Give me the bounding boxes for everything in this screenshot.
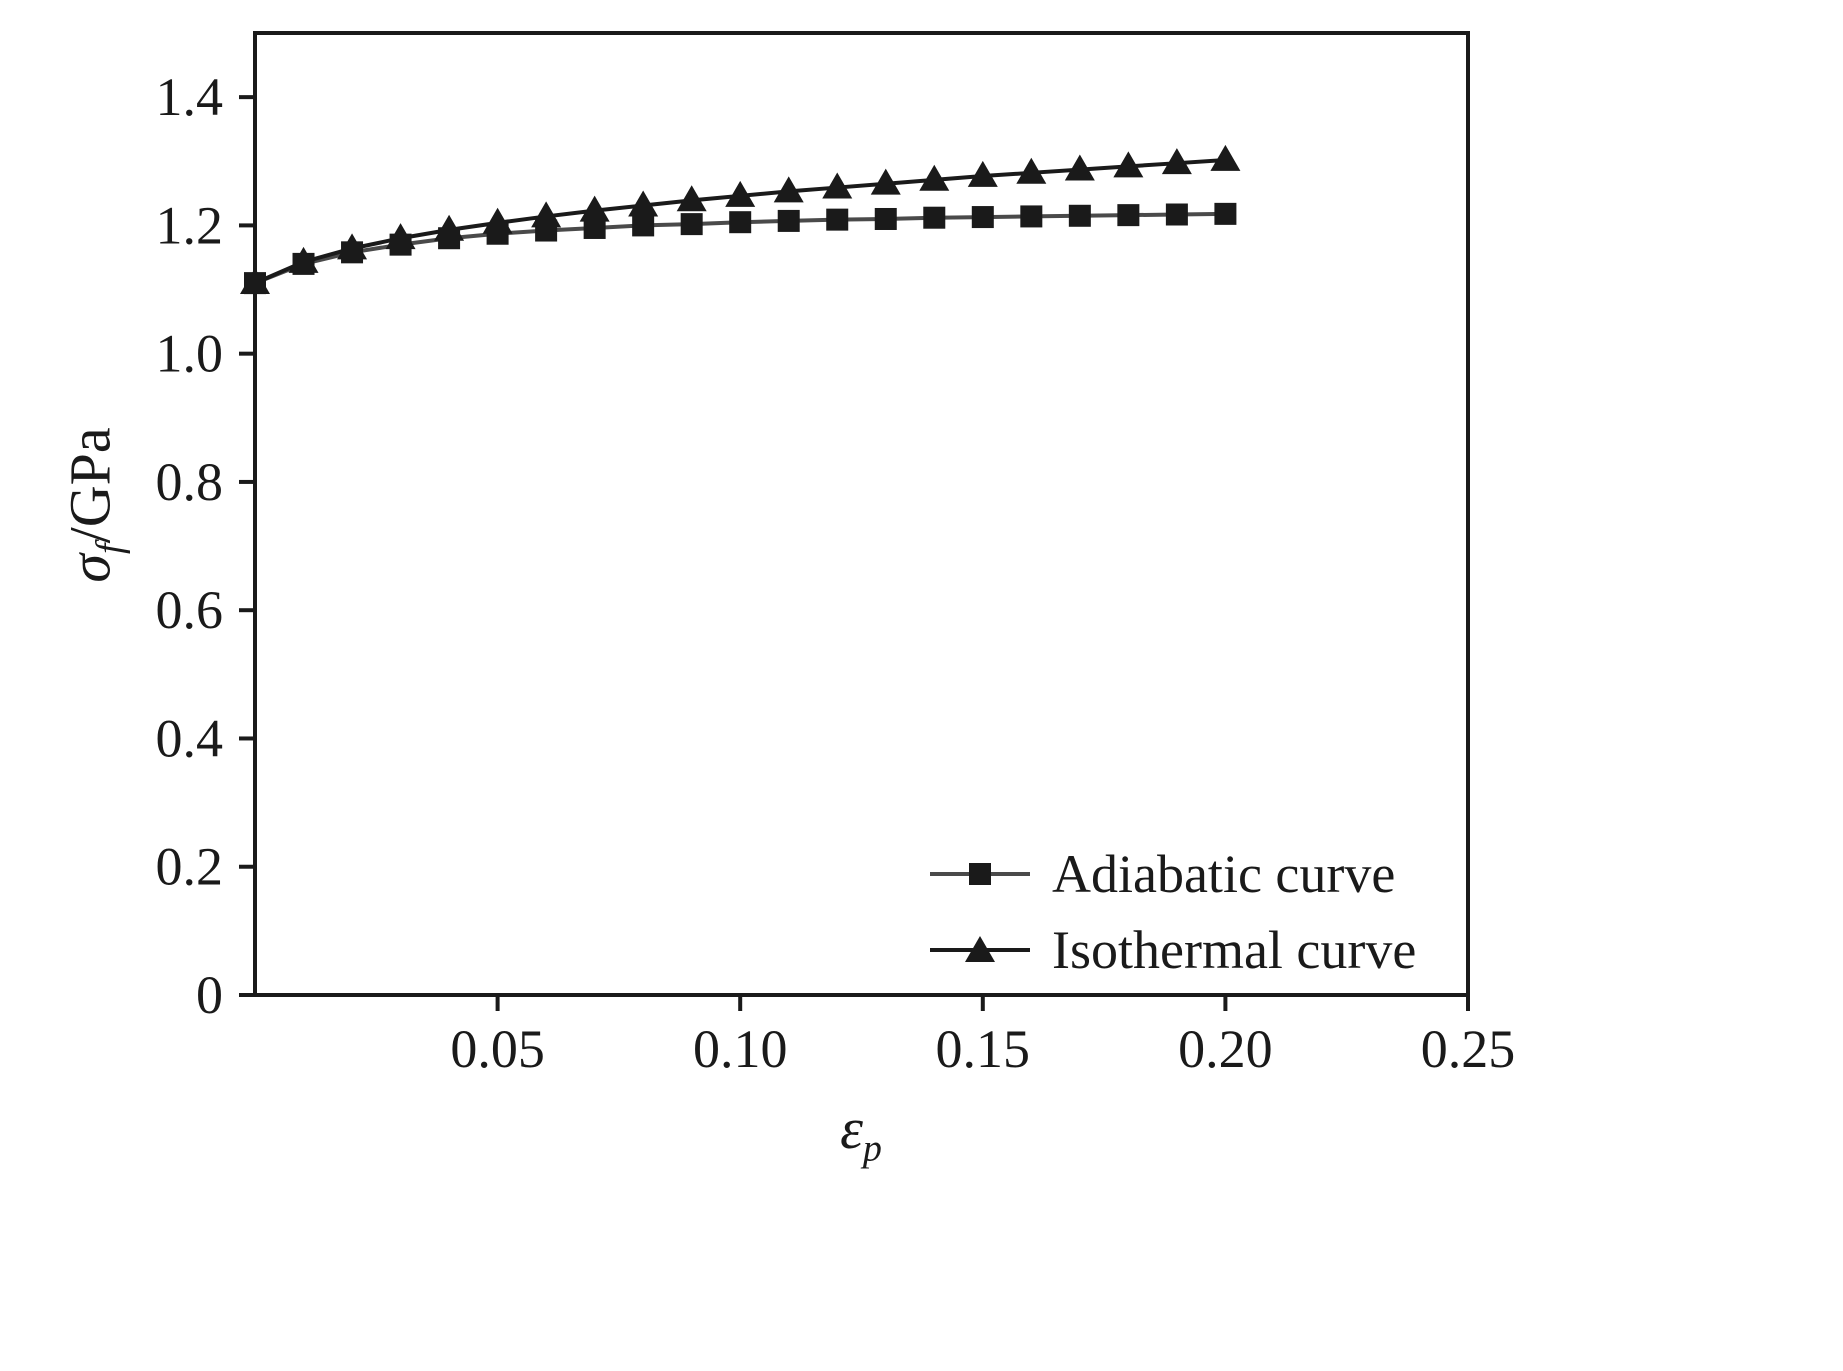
triangle-marker (870, 168, 901, 195)
square-marker (1068, 204, 1091, 227)
legend: Adiabatic curve Isothermal curve (930, 843, 1416, 981)
x-axis-subscript: p (862, 1127, 882, 1170)
y-tick-label: 0.6 (156, 580, 224, 640)
triangle-marker-icon (965, 935, 995, 962)
triangle-marker (1016, 157, 1047, 184)
square-marker (1117, 204, 1140, 227)
x-tick-label: 0.15 (936, 1019, 1031, 1079)
y-tick-label: 1.0 (156, 324, 224, 384)
triangle-marker (434, 214, 465, 241)
square-marker (1214, 202, 1237, 225)
x-tick-label: 0.10 (693, 1019, 788, 1079)
square-marker (971, 206, 994, 229)
y-tick-label: 1.2 (156, 195, 224, 255)
triangle-marker (919, 164, 950, 191)
axis-frame (253, 31, 1470, 997)
legend-label-adiabatic: Adiabatic curve (1052, 844, 1396, 904)
legend-entry-isothermal: Isothermal curve (930, 919, 1416, 981)
square-marker (1165, 203, 1188, 226)
triangle-marker (482, 207, 513, 234)
x-axis-label: εp (840, 1095, 882, 1168)
legend-entry-adiabatic: Adiabatic curve (930, 843, 1416, 905)
triangle-marker (337, 233, 368, 260)
triangle-marker (628, 190, 659, 217)
square-marker (1020, 205, 1043, 228)
triangle-marker (1210, 144, 1241, 171)
triangle-marker (579, 195, 610, 222)
square-marker (729, 211, 752, 234)
square-marker (680, 213, 703, 236)
x-tick-label: 0.20 (1178, 1019, 1273, 1079)
y-tick-label: 0.8 (156, 452, 224, 512)
triangle-marker (822, 172, 853, 199)
y-tick-label: 1.4 (156, 67, 224, 127)
y-axis-symbol: σ (57, 553, 123, 583)
square-marker (923, 206, 946, 229)
y-tick-label: 0.2 (156, 837, 224, 897)
legend-label-isothermal: Isothermal curve (1052, 920, 1417, 980)
legend-key-isothermal (930, 919, 1030, 981)
y-axis-label: σf/GPa (57, 427, 132, 583)
y-axis-subscript: f (89, 543, 132, 554)
square-marker (874, 207, 897, 230)
square-marker-icon (969, 863, 991, 885)
x-axis-symbol: ε (840, 1096, 863, 1161)
triangle-marker (385, 223, 416, 250)
triangle-marker (1161, 148, 1192, 175)
triangle-marker (967, 160, 998, 187)
square-marker (826, 208, 849, 231)
triangle-marker (288, 246, 319, 273)
triangle-marker (725, 180, 756, 207)
triangle-marker (240, 268, 270, 295)
square-marker (632, 214, 655, 237)
square-marker (583, 216, 606, 239)
y-tick-label: 0.4 (156, 708, 224, 768)
triangle-marker (676, 185, 707, 212)
triangle-marker (773, 176, 804, 203)
y-tick-label: 0 (196, 965, 223, 1025)
x-tick-label: 0.25 (1421, 1019, 1516, 1079)
y-axis-unit: /GPa (57, 427, 123, 544)
triangle-marker (531, 201, 562, 228)
triangle-marker (1064, 154, 1095, 181)
triangle-marker (1113, 151, 1144, 178)
x-tick-label: 0.05 (450, 1019, 545, 1079)
legend-key-adiabatic (930, 843, 1030, 905)
square-marker (777, 209, 800, 232)
